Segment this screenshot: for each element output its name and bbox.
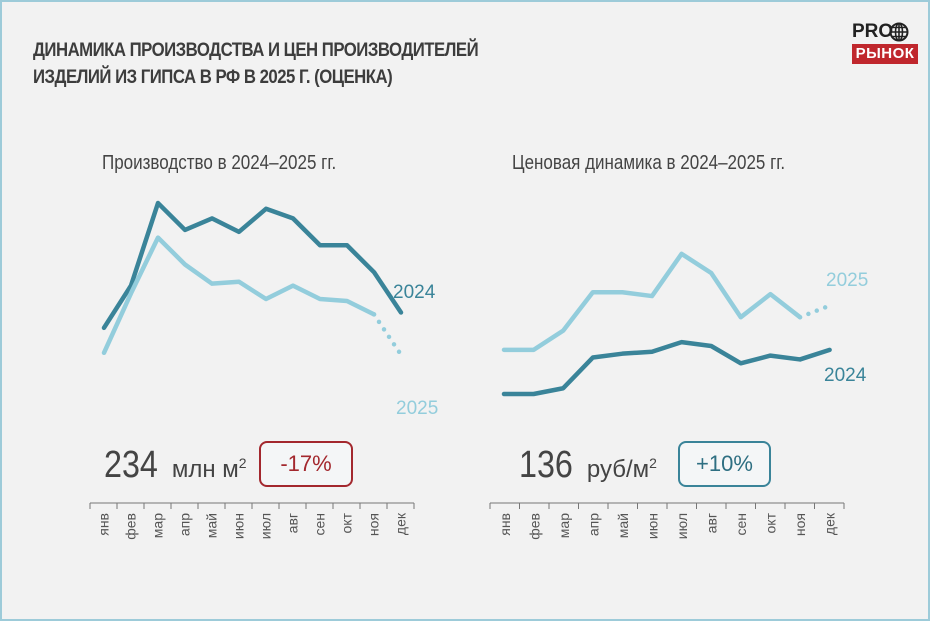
chart-1-series-2025-estimate — [371, 312, 404, 357]
chart-2-month-label: янв — [497, 513, 513, 536]
chart-2-month-label: окт — [762, 512, 778, 533]
chart-2-series-2024-line — [501, 339, 832, 397]
chart-1-month-label: сен — [312, 513, 328, 536]
globe-icon — [889, 22, 909, 42]
chart-2-legend-2024: 2024 — [824, 365, 867, 386]
chart-1-legend-2025: 2025 — [396, 398, 438, 419]
chart-2-month-label: мар — [556, 513, 572, 538]
unit-text: руб/м — [586, 456, 650, 483]
title-line-2: ИЗДЕЛИЙ ИЗ ГИПСА В РФ В 2025 Г. (ОЦЕНКА) — [33, 66, 393, 88]
chart-2-summary-unit: руб/м2 — [586, 455, 657, 483]
chart-2-summary-value: 136 — [519, 444, 573, 486]
chart-1-month-label: фев — [123, 513, 139, 540]
chart-2-series-2025-line — [501, 251, 803, 353]
chart-1-month-label: июл — [258, 513, 274, 539]
chart-2-month-label: апр — [585, 513, 601, 536]
chart-2-month-label: фев — [526, 513, 542, 540]
chart-2-month-label: июл — [674, 513, 690, 539]
unit-text: млн м — [171, 456, 239, 483]
logo: PRO РЫНОК — [852, 22, 918, 64]
chart-1-summary: 234 млн м2 — [104, 444, 247, 487]
chart-2-summary: 136 руб/м2 — [519, 444, 657, 487]
logo-pro-text: PRO — [852, 21, 894, 42]
chart-1-month-label: окт — [339, 512, 355, 533]
chart-1-series-2025-line — [101, 235, 377, 356]
chart-1-month-label: авг — [285, 513, 301, 533]
unit-sup: 2 — [238, 455, 247, 471]
chart-1-month-label: дек — [393, 512, 409, 535]
chart-2-change-badge: +10% — [678, 441, 771, 487]
chart-2-month-label: дек — [821, 512, 837, 535]
chart-1-series-2024-line — [101, 200, 404, 331]
chart-1-month-label: апр — [177, 513, 193, 536]
logo-pro: PRO — [852, 22, 918, 42]
chart-2-month-label: май — [615, 513, 631, 538]
chart-1-month-label: июн — [231, 513, 247, 539]
chart-1-title: Производство в 2024–2025 гг. — [102, 152, 337, 174]
chart-2-series-2025-estimate — [797, 303, 832, 320]
chart-2-legend-2025: 2025 — [826, 270, 868, 291]
chart-2-title: Ценовая динамика в 2024–2025 гг. — [512, 152, 786, 174]
chart-1-month-label: мар — [150, 513, 166, 538]
page-title: ДИНАМИКА ПРОИЗВОДСТВА И ЦЕН ПРОИЗВОДИТЕЛ… — [33, 37, 549, 91]
chart-2-month-label: авг — [703, 513, 719, 533]
logo-rynok: РЫНОК — [852, 44, 918, 64]
chart-1-month-label: янв — [96, 513, 112, 536]
title-line-1: ДИНАМИКА ПРОИЗВОДСТВА И ЦЕН ПРОИЗВОДИТЕЛ… — [33, 39, 479, 61]
chart-1-legend-2024: 2024 — [393, 282, 436, 303]
chart-2-month-label: июн — [644, 513, 660, 539]
chart-2-month-label: ноя — [792, 513, 808, 536]
chart-1-month-label: май — [204, 513, 220, 538]
chart-2-month-label: сен — [733, 513, 749, 536]
chart-1-summary-unit: млн м2 — [171, 455, 247, 483]
chart-1-summary-value: 234 — [104, 444, 158, 486]
chart-1-change-badge: -17% — [259, 441, 353, 487]
chart-1-month-label: ноя — [366, 513, 382, 536]
unit-sup: 2 — [649, 455, 657, 471]
